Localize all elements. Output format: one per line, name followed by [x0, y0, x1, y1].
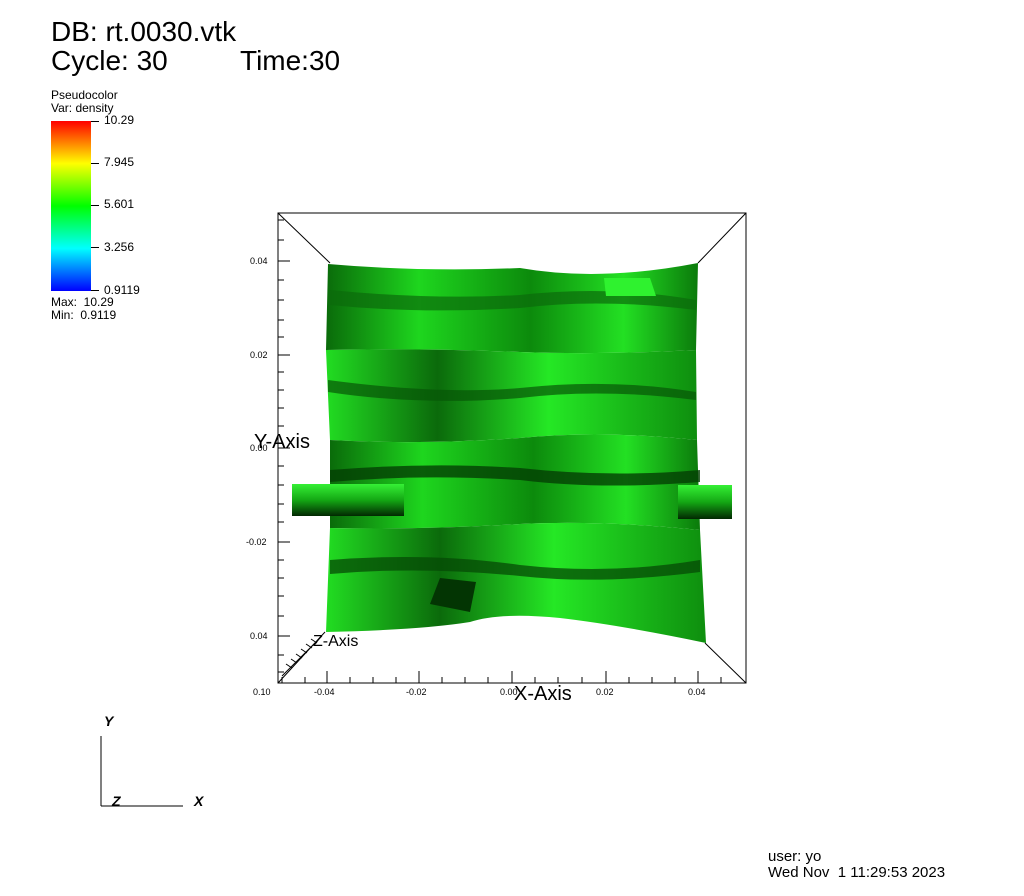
x-tick-label: -0.04	[314, 687, 335, 697]
y-axis-title: Y-Axis	[254, 431, 310, 453]
z-axis-title: Z-Axis	[313, 633, 358, 650]
legend-max: Max: 10.29	[51, 295, 114, 309]
x-tick-label: 0.02	[596, 687, 614, 697]
x-axis: 0.10 -0.04 -0.02 0.00 0.02 0.04 X-Axis	[253, 671, 722, 705]
density-surface	[292, 263, 732, 643]
triad-x-label: X	[194, 793, 204, 809]
date-label: Wed Nov 1 11:29:53 2023	[768, 864, 946, 881]
legend-tick-label: 7.945	[104, 155, 135, 169]
user-label: user: yo	[768, 848, 822, 865]
legend-tick-label: 0.9119	[104, 283, 140, 297]
legend-tick-mark	[91, 247, 99, 248]
triad-z-label: Z	[112, 793, 121, 809]
legend-tick-label: 3.256	[104, 240, 135, 254]
color-bar	[51, 121, 91, 291]
legend-tick-mark	[91, 163, 99, 164]
y-axis: 0.04 0.02 0.00 -0.02 0.04 Y-Axis	[246, 219, 310, 673]
orientation-triad	[100, 736, 183, 807]
y-tick-label: -0.02	[246, 537, 267, 547]
z-axis: Z-Axis	[281, 633, 358, 677]
legend-min: Min: 0.9119	[51, 308, 117, 322]
y-tick-label: 0.04	[250, 631, 268, 641]
triad-y-label: Y	[104, 713, 114, 729]
db-title: DB: rt.0030.vtk	[51, 16, 237, 47]
x-tick-label: 0.00	[500, 687, 518, 697]
x-tick-label: 0.04	[688, 687, 706, 697]
x-tick-label: 0.10	[253, 687, 271, 697]
legend-tick-mark	[91, 121, 99, 122]
legend-tick-mark	[91, 290, 99, 291]
y-tick-label: 0.02	[250, 350, 268, 360]
x-axis-title: X-Axis	[514, 683, 572, 705]
legend-tick-label: 5.601	[104, 197, 135, 211]
y-tick-label: 0.00	[250, 443, 268, 453]
legend-tick-label: 10.29	[104, 113, 135, 127]
time-label: Time:30	[240, 45, 341, 76]
legend-plot-type: Pseudocolor	[51, 88, 118, 102]
cycle-label: Cycle: 30	[51, 45, 168, 76]
legend-tick-mark	[91, 205, 99, 206]
x-tick-label: -0.02	[406, 687, 427, 697]
y-tick-label: 0.04	[250, 256, 268, 266]
legend-variable: Var: density	[51, 101, 114, 115]
